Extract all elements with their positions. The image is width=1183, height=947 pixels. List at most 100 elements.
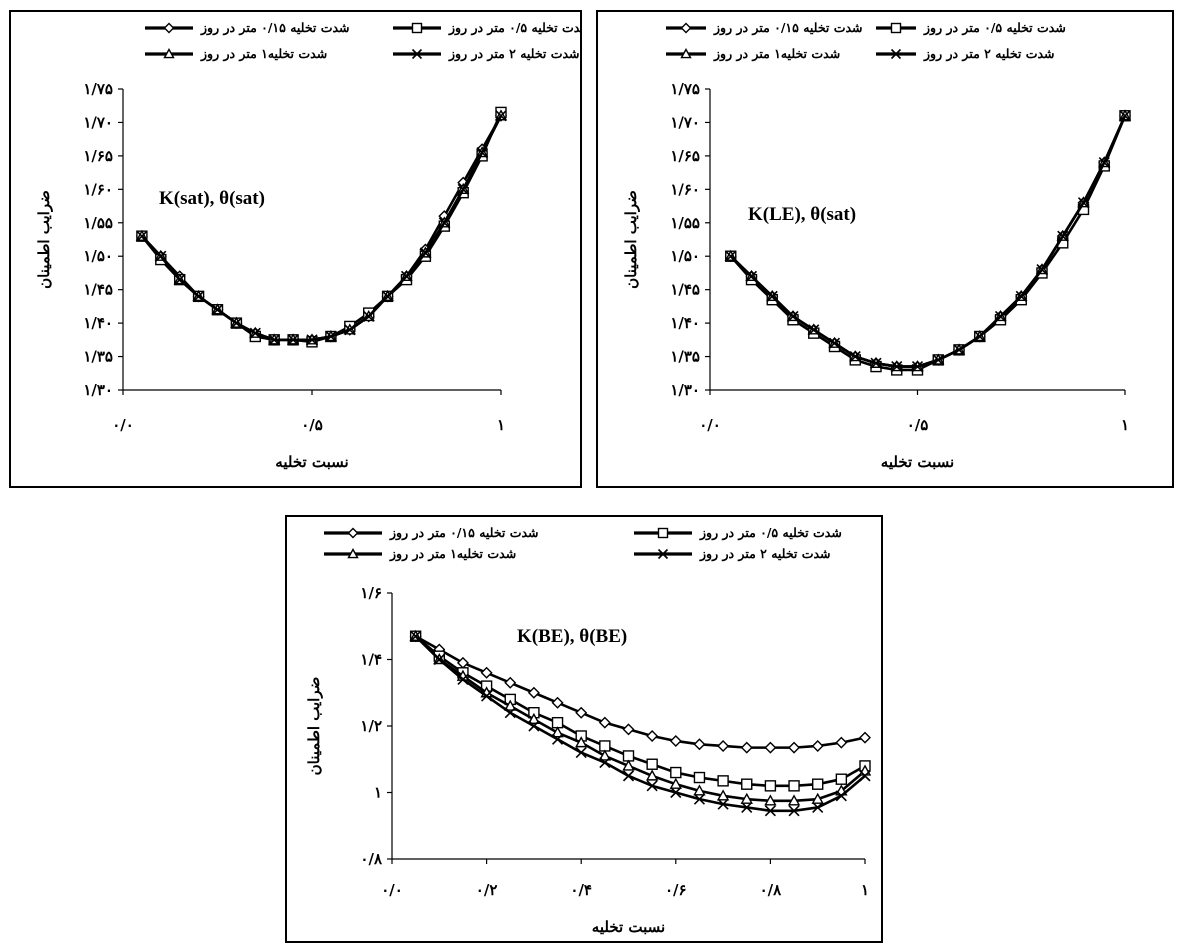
y-tick-label: ۱/۴۰ xyxy=(83,314,113,332)
data-point xyxy=(891,361,903,373)
y-tick-label: ۱/۴۵ xyxy=(83,281,113,299)
chart-kle: ۱/۳۰ ۱/۳۵ ۱/۴۰ ۱/۴۵ ۱/۵۰ ۱/۵۵ ۱/۶۰ ۱/۶۵ ۱/۷۰ ۱/۷۵… xyxy=(622,20,1132,471)
data-point xyxy=(155,250,167,262)
chart-panel-ksat: ۱/۳۰ ۱/۳۵ ۱/۴۰ ۱/۴۵ ۱/۵۰ ۱/۵۵ ۱/۶۰ ۱/۶۵ ۱/۷۰ ۱/۷۵… xyxy=(9,10,582,488)
data-point xyxy=(551,696,564,709)
legend-entry: شدت تخلیه ۰/۱۵ متر در روز xyxy=(200,20,350,36)
data-point xyxy=(764,741,777,754)
series-x xyxy=(136,110,507,346)
legend-entry: شدت تخلیه۱ متر در روز xyxy=(389,546,517,562)
series-triangle xyxy=(135,109,508,345)
data-point xyxy=(457,673,469,686)
legend-marker xyxy=(657,548,669,560)
series-line xyxy=(414,635,866,813)
y-tick-label: ۱/۴ xyxy=(360,651,382,669)
data-point xyxy=(745,270,758,282)
legend-marker xyxy=(411,22,423,34)
data-point xyxy=(870,357,882,369)
series-line xyxy=(414,635,866,788)
data-point xyxy=(598,716,611,729)
data-point xyxy=(725,250,737,262)
x-tick-label: ۰/۶ xyxy=(665,881,687,899)
legend-marker xyxy=(347,527,359,539)
y-tick-label: ۱/۷۵ xyxy=(670,80,700,98)
data-point xyxy=(932,354,944,366)
data-point xyxy=(911,361,924,373)
data-point xyxy=(1015,290,1027,302)
data-point xyxy=(717,775,729,787)
legend: شدت تخلیه ۰/۱۵ متر در روز شدت تخلیه ۰/۵ م… xyxy=(145,20,580,62)
series-line xyxy=(729,115,1127,368)
legend-entry: شدت تخلیه۱ متر در روز xyxy=(713,46,841,62)
y-tick-label: ۱/۴۰ xyxy=(670,314,700,332)
data-point xyxy=(551,733,564,745)
data-point xyxy=(211,304,224,316)
data-point xyxy=(456,656,469,669)
x-tick-label: ۱ xyxy=(861,881,869,899)
y-tick-label: ۱/۷۰ xyxy=(83,113,113,131)
chart-panel-kle: ۱/۳۰ ۱/۳۵ ۱/۴۰ ۱/۴۵ ۱/۵۰ ۱/۵۵ ۱/۶۰ ۱/۶۵ ۱/۷۰ ۱/۷۵… xyxy=(596,10,1174,488)
data-point xyxy=(344,324,356,336)
x-tick-label: ۱ xyxy=(1121,416,1129,434)
legend-marker xyxy=(163,48,175,59)
data-point xyxy=(551,716,564,729)
y-axis-label: ضرایب اطمینان xyxy=(35,190,53,289)
x-tick-label: ۰/۰ xyxy=(112,416,134,434)
series-triangle xyxy=(409,629,872,806)
y-tick-label: ۱/۶۵ xyxy=(83,147,113,165)
data-point xyxy=(717,739,730,752)
data-point xyxy=(788,780,800,792)
y-axis-label: ضرایب اطمینان xyxy=(305,677,323,776)
data-point xyxy=(249,327,261,339)
data-point xyxy=(859,731,871,744)
data-point xyxy=(811,792,824,804)
data-point xyxy=(670,766,682,779)
data-point xyxy=(622,750,635,762)
data-point xyxy=(740,792,753,804)
data-point xyxy=(788,805,800,817)
data-point xyxy=(787,310,799,322)
data-point xyxy=(953,344,965,356)
legend-marker xyxy=(680,22,692,34)
chart-kbe: ۰/۸ ۱ ۱/۲ ۱/۴ ۱/۶ ۰/۰ ۰/۲ ۰/۴ ۰/۶ ۰/۸ ۱ نسبت تخلیه ض… xyxy=(305,525,872,936)
data-point xyxy=(808,324,820,336)
series-diamond xyxy=(135,109,507,346)
data-point xyxy=(828,337,841,349)
legend-marker xyxy=(890,48,902,60)
data-point xyxy=(787,794,801,806)
data-point xyxy=(849,350,861,363)
legend: شدت تخلیه ۰/۱۵ متر در روز شدت تخلیه ۰/۵ م… xyxy=(666,20,1066,62)
data-point xyxy=(764,805,776,817)
data-point xyxy=(646,780,658,792)
y-tick-label: ۱/۶ xyxy=(360,584,382,602)
data-point xyxy=(504,699,517,711)
data-point xyxy=(811,739,824,752)
chart-annotation: K(sat), θ(sat) xyxy=(159,188,265,209)
legend-entry: شدت تخلیه ۰/۵ متر در روز xyxy=(923,20,1066,36)
data-point xyxy=(646,729,659,742)
x-tick-label: ۰/۴ xyxy=(570,881,592,899)
y-tick-label: ۱/۳۰ xyxy=(670,381,700,399)
legend-entry: شدت تخلیه ۲ متر در روز xyxy=(448,46,580,62)
data-point xyxy=(306,334,318,346)
data-point xyxy=(325,330,337,343)
legend-entry: شدت تخلیه۱ متر در روز xyxy=(200,46,328,62)
data-point xyxy=(835,773,848,785)
x-tick-label: ۱ xyxy=(497,416,505,434)
y-tick-label: ۱/۳۵ xyxy=(670,348,700,366)
x-tick-label: ۰/۵ xyxy=(301,416,323,434)
data-point xyxy=(410,630,422,642)
data-point xyxy=(812,778,824,790)
data-point xyxy=(740,741,753,754)
data-point xyxy=(1077,197,1090,209)
y-tick-label: ۱/۴۵ xyxy=(670,281,700,299)
legend-marker xyxy=(163,22,175,34)
series-x xyxy=(725,110,1131,373)
data-point xyxy=(693,784,706,796)
data-point xyxy=(599,757,611,769)
y-tick-label: ۱/۵۵ xyxy=(83,214,113,232)
series-triangle xyxy=(724,109,1132,372)
data-point xyxy=(693,738,706,751)
legend-marker xyxy=(890,22,902,34)
data-point xyxy=(230,317,242,329)
